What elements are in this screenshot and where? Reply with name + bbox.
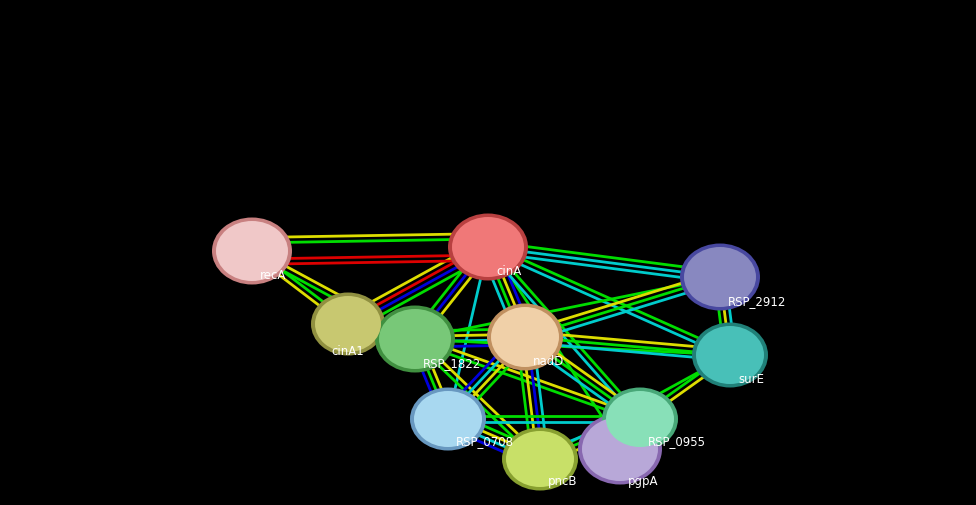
Text: surE: surE (738, 372, 764, 385)
Ellipse shape (582, 417, 658, 481)
Ellipse shape (410, 388, 486, 450)
Ellipse shape (602, 388, 678, 450)
Ellipse shape (684, 247, 756, 308)
Ellipse shape (448, 214, 528, 281)
Ellipse shape (414, 391, 482, 447)
Ellipse shape (606, 391, 674, 447)
Ellipse shape (578, 414, 662, 484)
Ellipse shape (506, 431, 574, 487)
Text: cinA: cinA (496, 265, 521, 277)
Ellipse shape (487, 304, 563, 371)
Ellipse shape (315, 296, 381, 352)
Text: RSP_0955: RSP_0955 (648, 434, 706, 447)
Ellipse shape (692, 323, 768, 388)
Ellipse shape (311, 293, 385, 356)
Ellipse shape (696, 326, 764, 384)
Ellipse shape (216, 222, 288, 281)
Ellipse shape (379, 310, 451, 369)
Ellipse shape (502, 428, 578, 490)
Text: RSP_1822: RSP_1822 (423, 357, 481, 369)
Text: pgpA: pgpA (628, 474, 659, 487)
Ellipse shape (680, 244, 760, 311)
Ellipse shape (491, 308, 559, 367)
Text: nadD: nadD (533, 355, 564, 367)
Text: RSP_0708: RSP_0708 (456, 434, 514, 447)
Ellipse shape (375, 306, 455, 373)
Text: recA: recA (260, 269, 286, 281)
Text: cinA1: cinA1 (332, 344, 364, 358)
Ellipse shape (452, 218, 524, 277)
Ellipse shape (212, 218, 292, 285)
Text: pncB: pncB (548, 474, 578, 487)
Text: RSP_2912: RSP_2912 (728, 294, 787, 308)
